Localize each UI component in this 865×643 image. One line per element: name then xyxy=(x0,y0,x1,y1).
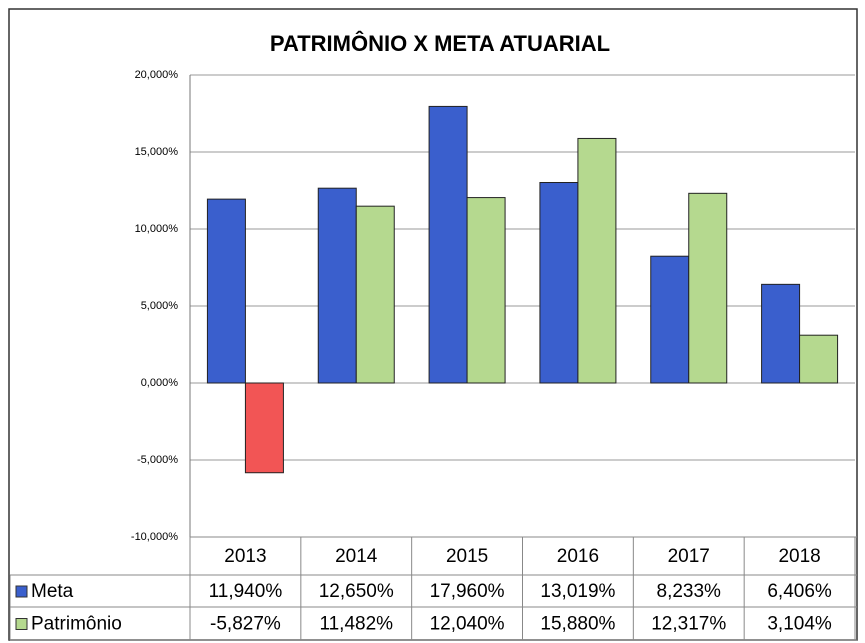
x-tick-label: 2015 xyxy=(446,546,488,567)
data-table-value: 13,019% xyxy=(540,581,615,602)
legend-key xyxy=(15,585,28,598)
data-table-value: 12,650% xyxy=(319,581,394,602)
bar xyxy=(577,137,617,384)
y-tick-label: 15,000% xyxy=(135,146,179,158)
bar xyxy=(355,205,395,384)
bar xyxy=(428,105,468,384)
data-table-value: 15,880% xyxy=(540,614,615,635)
x-tick-label: 2016 xyxy=(557,546,599,567)
data-table-value: 6,406% xyxy=(767,581,832,602)
bar xyxy=(688,192,728,384)
legend-label: Meta xyxy=(31,581,74,602)
data-table-value: 8,233% xyxy=(657,581,722,602)
y-tick-label: -10,000% xyxy=(131,531,178,543)
y-tick-label: 0,000% xyxy=(141,377,179,389)
legend-label: Patrimônio xyxy=(31,614,122,635)
bar xyxy=(539,182,579,384)
data-table-value: 11,482% xyxy=(319,614,393,635)
data-table-value: -5,827% xyxy=(210,614,281,635)
y-tick-label: -5,000% xyxy=(137,454,178,466)
bar xyxy=(761,283,801,384)
data-table-value: 3,104% xyxy=(767,614,832,635)
bar xyxy=(206,198,246,384)
data-table-value: 17,960% xyxy=(430,581,505,602)
bar xyxy=(650,255,690,384)
bar xyxy=(466,197,506,384)
x-tick-label: 2013 xyxy=(224,546,266,567)
y-tick-label: 20,000% xyxy=(135,69,179,81)
data-table-value: 12,040% xyxy=(430,614,505,635)
bar xyxy=(317,187,357,384)
legend-key xyxy=(15,618,28,630)
y-tick-label: 5,000% xyxy=(141,300,179,312)
x-tick-label: 2018 xyxy=(778,546,820,567)
x-tick-label: 2014 xyxy=(335,546,378,567)
data-table-value: 12,317% xyxy=(651,614,726,635)
chart-title: PATRIMÔNIO X META ATUARIAL xyxy=(270,31,610,56)
y-tick-label: 10,000% xyxy=(135,223,179,235)
bar xyxy=(244,382,284,474)
bar xyxy=(799,334,839,384)
x-tick-label: 2017 xyxy=(668,546,710,567)
data-table-value: 11,940% xyxy=(209,581,283,602)
